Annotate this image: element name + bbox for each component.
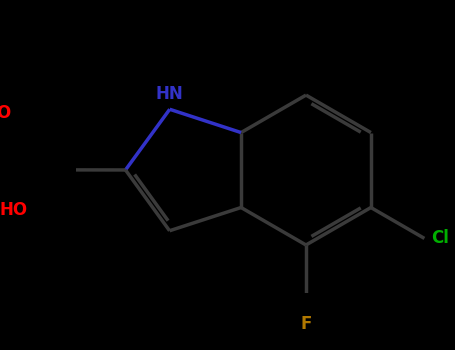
Text: HN: HN bbox=[156, 85, 183, 103]
Text: F: F bbox=[300, 315, 312, 332]
Text: Cl: Cl bbox=[431, 229, 449, 247]
Text: O: O bbox=[0, 104, 10, 122]
Text: HO: HO bbox=[0, 201, 28, 219]
